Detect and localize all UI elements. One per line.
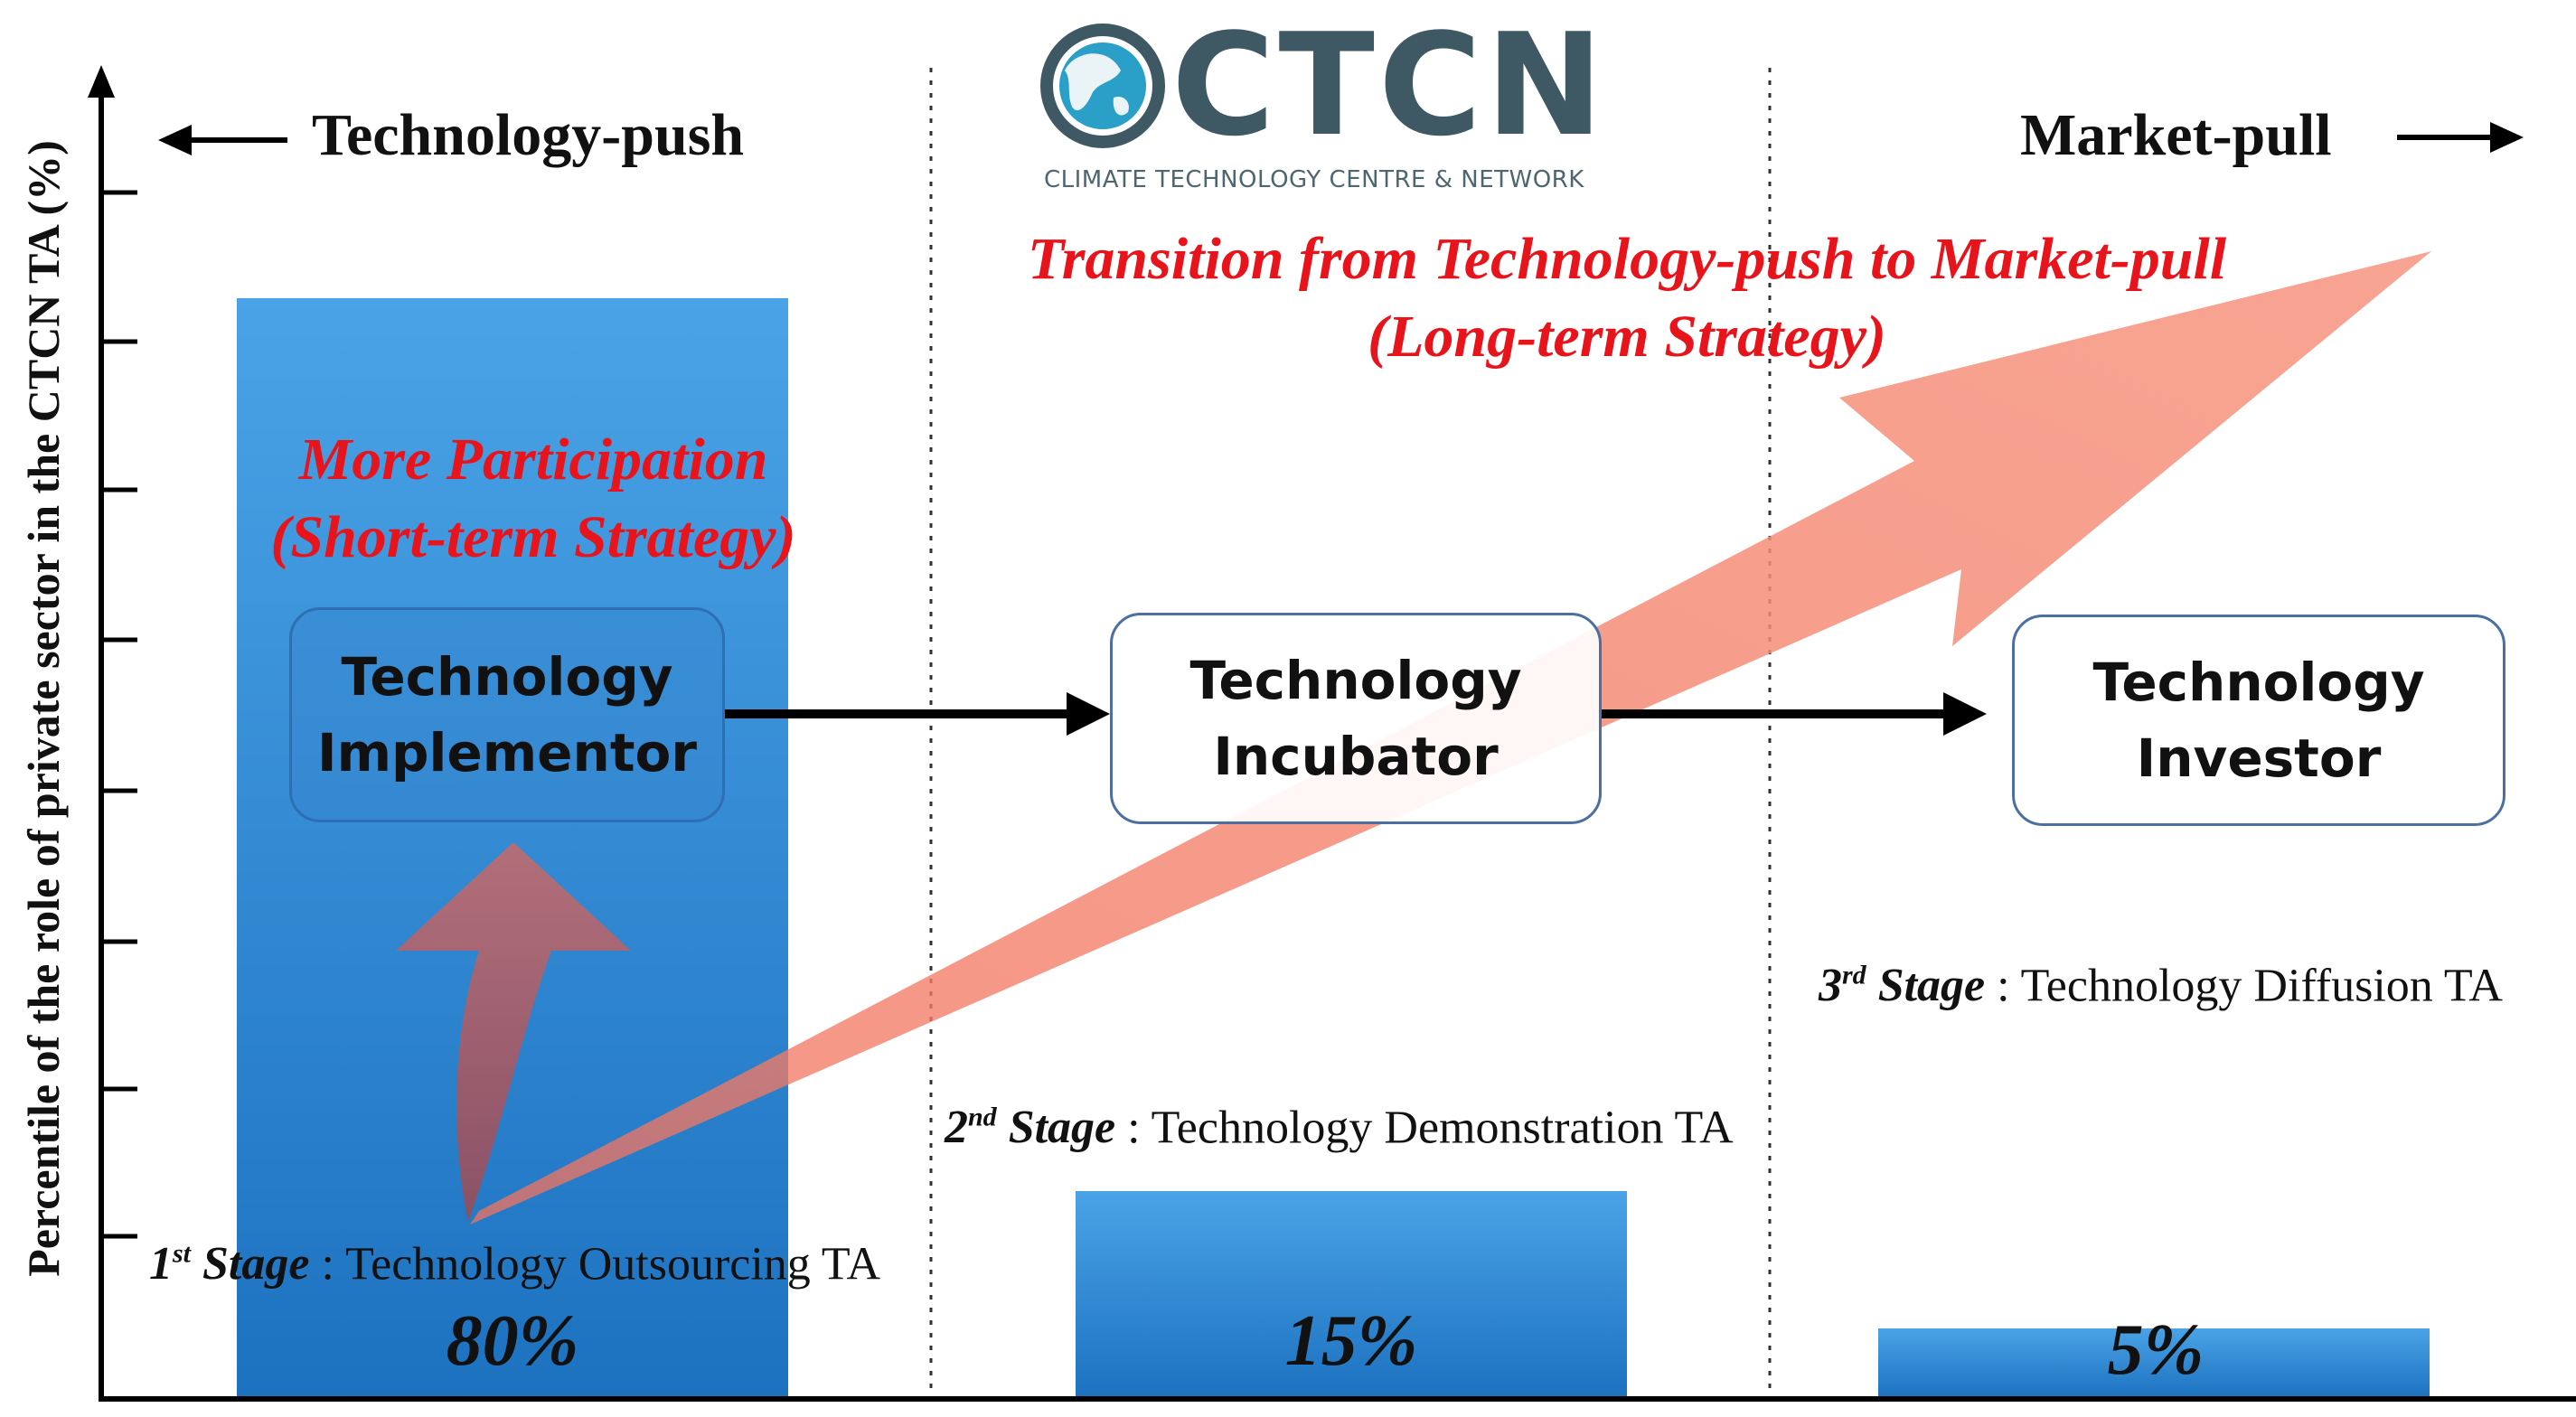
technology-incubator-box: Technology Incubator	[1110, 613, 1602, 824]
bar-stage-2	[1076, 1191, 1627, 1397]
node-line: Technology	[1189, 650, 1522, 711]
stage-2-ordinal: 2nd Stage	[945, 1102, 1115, 1153]
stage-2-percent: 15%	[1284, 1301, 1418, 1381]
y-axis-label: Percentile of the role of private sector…	[18, 140, 69, 1277]
participation-arrow	[396, 842, 631, 1222]
stage-2-description: : Technology Demonstration TA	[1127, 1102, 1734, 1154]
stage-2-number: 2	[945, 1102, 968, 1154]
transition-title: Transition from Technology-push to Marke…	[1027, 226, 2227, 292]
node-line: Technology	[341, 646, 673, 708]
stage-1-word: Stage	[202, 1238, 310, 1290]
stage-1-percent: 80%	[446, 1301, 579, 1381]
node-line: Technology	[2092, 652, 2425, 713]
y-axis-ticks	[101, 190, 137, 1239]
stage-1-description: : Technology Outsourcing TA	[321, 1238, 881, 1290]
globe-icon	[1040, 23, 1165, 148]
stage-3-word: Stage	[1877, 960, 1986, 1012]
stage-3-percent: 5%	[2107, 1310, 2205, 1390]
stage-1-label: 1st Stage : Technology Outsourcing TA	[149, 1225, 880, 1293]
participation-title: More Participation	[298, 427, 768, 493]
right-direction-arrowhead	[2490, 122, 2524, 153]
ctcn-logo-subtitle: CLIMATE TECHNOLOGY CENTRE & NETWORK	[1044, 166, 1584, 193]
bar-stage-3	[1878, 1328, 2430, 1397]
stage-3-description: : Technology Diffusion TA	[1997, 960, 2503, 1012]
technology-investor-box: Technology Investor	[2012, 615, 2505, 826]
stage-2-word: Stage	[1008, 1102, 1116, 1154]
stage-2-label: 2nd Stage : Technology Demonstration TA	[945, 1089, 1734, 1157]
flow-arrowhead-1	[1067, 692, 1110, 736]
node-line: Investor	[2136, 727, 2382, 789]
technology-push-label: Technology-push	[312, 102, 745, 168]
stage-3-number: 3	[1819, 960, 1842, 1012]
stage-1-ordinal: 1st Stage	[149, 1238, 309, 1290]
stage-1-suffix: st	[173, 1239, 192, 1269]
y-axis-arrowhead	[88, 65, 115, 98]
ctcn-logo-text: CTCN	[1171, 3, 1607, 167]
node-line: Implementor	[317, 722, 697, 784]
market-pull-label: Market-pull	[2020, 102, 2332, 168]
participation-subtitle: (Short-term Strategy)	[270, 504, 796, 570]
flow-arrowhead-2	[1943, 692, 1987, 736]
node-line: Incubator	[1213, 726, 1499, 787]
stage-3-ordinal: 3rd Stage	[1819, 960, 1985, 1011]
stage-2-suffix: nd	[968, 1103, 997, 1132]
left-direction-arrowhead	[158, 125, 192, 155]
stage-1-number: 1	[149, 1238, 173, 1290]
transition-subtitle: (Long-term Strategy)	[1368, 304, 1886, 370]
stage-3-suffix: rd	[1842, 961, 1866, 990]
stage-3-label: 3rd Stage : Technology Diffusion TA	[1819, 947, 2503, 1015]
technology-implementor-box: Technology Implementor	[289, 607, 725, 822]
